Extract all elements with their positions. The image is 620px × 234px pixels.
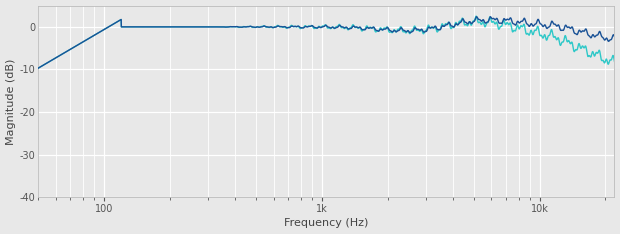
X-axis label: Frequency (Hz): Frequency (Hz) [284, 219, 369, 228]
Y-axis label: Magnitude (dB): Magnitude (dB) [6, 58, 16, 145]
